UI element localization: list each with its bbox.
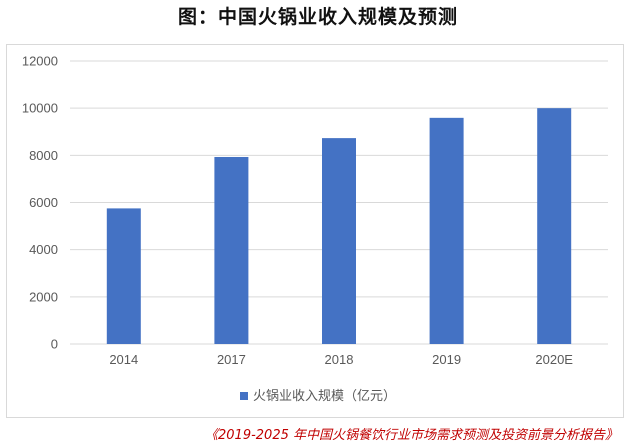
y-tick-label: 2000: [29, 289, 58, 304]
x-axis-tick-labels: 2014 2017 2018 2019 2020E: [109, 352, 573, 367]
y-tick-label: 0: [51, 337, 58, 352]
bar-2017: [214, 156, 249, 344]
x-tick-label: 2018: [325, 352, 354, 367]
bar-2018: [322, 138, 356, 344]
y-tick-label: 8000: [29, 148, 58, 163]
source-note: 《2019-2025 年中国火锅餐饮行业市场需求预测及投资前景分析报告》: [205, 428, 618, 443]
x-tick-label: 2017: [217, 352, 246, 367]
y-tick-label: 10000: [22, 101, 58, 116]
x-tick-label: 2014: [109, 352, 138, 367]
legend: 火锅业收入规模（亿元）: [0, 385, 636, 404]
y-tick-label: 6000: [29, 195, 58, 210]
bar-2019: [429, 117, 464, 344]
bar-2020E: [537, 108, 572, 345]
x-tick-label: 2020E: [535, 352, 573, 367]
y-tick-label: 12000: [22, 54, 58, 69]
bar-2014: [106, 208, 141, 344]
y-axis-tick-labels: 0 2000 4000 6000 8000 10000 12000: [22, 54, 58, 352]
y-tick-label: 4000: [29, 242, 58, 257]
legend-label: 火锅业收入规模（亿元）: [252, 389, 396, 404]
chart-title: 图：中国火锅业收入规模及预测: [177, 6, 458, 28]
bars: [106, 108, 572, 345]
x-tick-label: 2019: [432, 352, 461, 367]
legend-swatch-icon: [239, 391, 248, 400]
